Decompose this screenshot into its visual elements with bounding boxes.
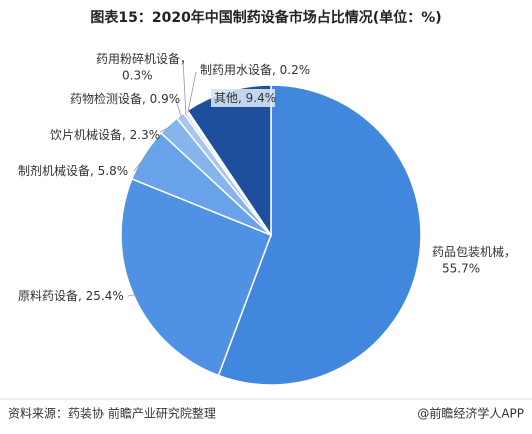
category-label: 其他 — [214, 91, 238, 105]
value-label: 0.3% — [122, 69, 153, 83]
data-label: 原料药设备, 25.4% — [18, 289, 124, 303]
category-label: 原料药设备 — [18, 289, 78, 303]
chart-title: 图表15：2020年中国制药设备市场占比情况(单位：%) — [90, 9, 441, 26]
category-label: 饮片机械设备 — [50, 127, 122, 142]
pie-slice — [120, 177, 272, 377]
leader-line — [159, 126, 171, 133]
credit: @前瞻经济学人APP — [417, 406, 524, 421]
leader-line — [175, 99, 182, 118]
data-label: 药用粉碎机设备， — [96, 51, 192, 66]
pie — [120, 84, 422, 386]
label-box — [211, 89, 275, 107]
value-label: , 0.2% — [272, 63, 310, 77]
leader-line — [127, 294, 136, 297]
data-label: 制剂机械设备, 5.8% — [18, 163, 128, 178]
category-label: 药物检测设备 — [70, 91, 142, 106]
data-label: 制药用水设备, 0.2% — [200, 63, 310, 77]
category-label: 制药用水设备 — [200, 63, 272, 77]
category-label: 药品包装机械， — [432, 244, 516, 259]
value-label: , 25.4% — [78, 289, 124, 303]
leader-line — [133, 155, 147, 172]
data-label: 药物检测设备, 0.9% — [70, 91, 180, 106]
value-label: 55.7% — [442, 262, 480, 276]
value-label: , 0.9% — [142, 92, 180, 106]
data-label: 饮片机械设备, 2.3% — [50, 127, 160, 142]
data-label: 药品包装机械， — [432, 244, 516, 259]
value-label: , 9.4% — [238, 91, 276, 105]
source: 资料来源：药装协 前瞻产业研究院整理 — [8, 406, 216, 421]
category-label: 制剂机械设备 — [18, 163, 90, 178]
pie-slice — [217, 84, 422, 386]
labels: 药品包装机械， 55.7% 原料药设备, 25.4% 制剂机械设备, 5.8% 饮片机械… — [18, 51, 516, 303]
value-label: , 5.8% — [90, 164, 128, 178]
data-label: 其他, 9.4% — [214, 91, 276, 105]
value-label: , 2.3% — [122, 128, 160, 142]
leader-line — [187, 71, 197, 113]
category-label: 药用粉碎机设备， — [96, 51, 192, 66]
leader-line — [182, 59, 187, 114]
